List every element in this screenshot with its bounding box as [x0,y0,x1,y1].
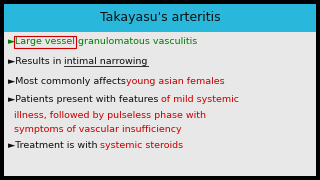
Text: of mild systemic: of mild systemic [161,96,239,105]
Text: systemic steroids: systemic steroids [100,141,184,150]
Text: ►Results in: ►Results in [8,57,64,66]
Text: symptoms of vascular insufficiency: symptoms of vascular insufficiency [8,125,182,134]
Text: ►Treatment is with: ►Treatment is with [8,141,100,150]
Text: illness, followed by pulseless phase with: illness, followed by pulseless phase wit… [8,111,206,120]
Text: granulomatous vasculitis: granulomatous vasculitis [75,37,197,46]
Text: intimal narrowing: intimal narrowing [64,57,148,66]
Text: ►Most commonly affects: ►Most commonly affects [8,76,126,86]
Text: Large vessel: Large vessel [15,37,75,46]
Text: ►: ► [8,37,15,46]
Text: ►Patients present with features: ►Patients present with features [8,96,161,105]
Text: Takayasu's arteritis: Takayasu's arteritis [100,12,220,24]
Text: young asian females: young asian females [126,76,225,86]
Bar [4,4,316,32]
